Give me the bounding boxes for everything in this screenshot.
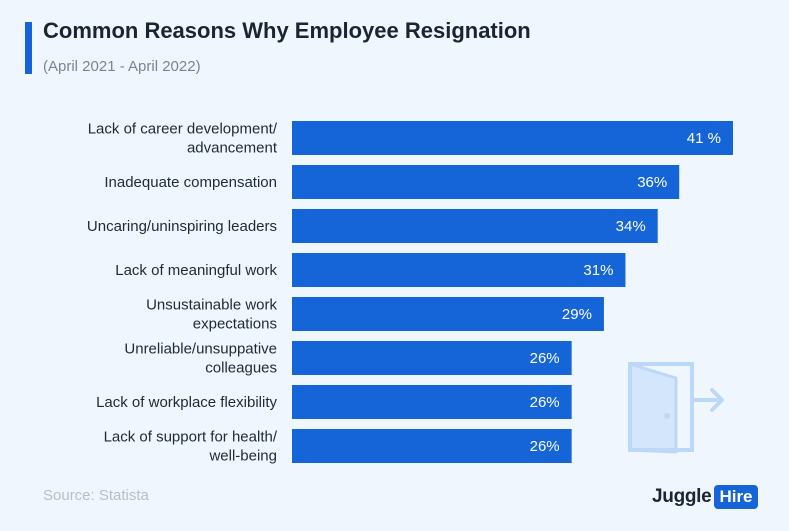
bar [292,341,572,375]
category-label: Unsustainable work expectations [146,297,277,333]
bar-value-label: 31% [583,262,613,279]
category-label: Lack of career development/advancement [88,121,278,157]
bar [292,165,680,199]
bar-value-label: 26% [530,394,560,411]
category-label: Lack of workplace flexibility [96,394,277,411]
bar [292,253,626,287]
category-label: Lack of meaningful work [115,262,277,279]
category-label: Inadequate compensation [104,174,277,191]
bar [292,209,658,243]
logo-badge: Hire [714,485,758,509]
category-label: Lack of support for health/well-being [104,429,278,465]
bar [292,297,604,331]
bar-value-label: 41 % [687,130,721,147]
title-accent-bar [25,22,32,74]
door-knob [664,413,670,419]
source-note: Source: Statista [43,487,149,504]
bar-value-label: 26% [530,350,560,367]
bar-value-label: 26% [530,438,560,455]
bar-value-label: 34% [616,218,646,235]
exit-arrow [690,388,724,412]
door-exit-icon [628,362,724,454]
bar-value-label: 29% [562,306,592,323]
bar [292,385,572,419]
bar [292,121,733,155]
bar [292,429,572,463]
door-panel [628,362,678,454]
chart-subtitle: (April 2021 - April 2022) [43,58,201,75]
juggle-hire-logo: Juggle Hire [652,483,758,511]
category-label: Uncaring/uninspiring leaders [87,218,277,235]
logo-word: Juggle [652,486,712,507]
category-label: Unreliable/unsuppative colleagues [124,341,277,377]
chart-title: Common Reasons Why Employee Resignation [43,18,531,43]
bar-value-label: 36% [637,174,667,191]
